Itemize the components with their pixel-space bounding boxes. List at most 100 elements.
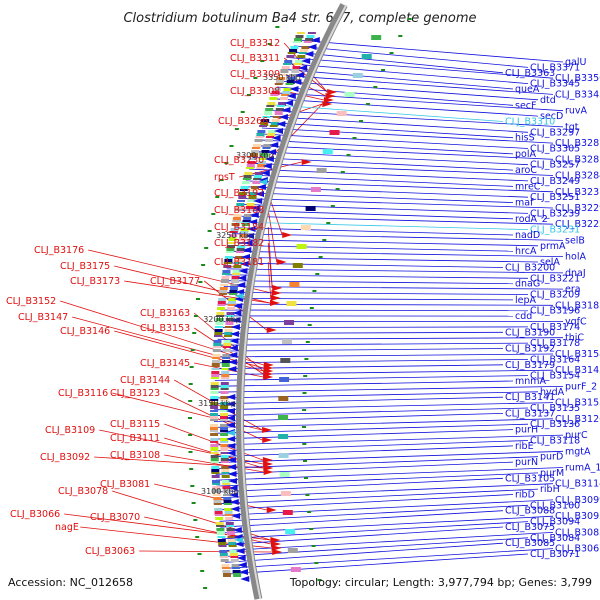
reverse-feature-arrow [307, 44, 317, 50]
left-feature-label: CLJ_B3092 [40, 452, 90, 463]
right-feature-label: CLJ_B3190 [505, 327, 555, 338]
left-feature-label: CLJ_B3108 [110, 450, 160, 461]
gene-band [220, 399, 229, 401]
gene-band [216, 531, 225, 535]
gene-band [291, 69, 300, 73]
gene-band [217, 301, 226, 305]
left-leader-line [114, 265, 271, 304]
gene-band [286, 80, 295, 84]
gene-band [212, 480, 220, 484]
tick-mark [304, 477, 308, 479]
gene-band [211, 469, 220, 473]
right-leader-line [265, 115, 529, 133]
gene-band [281, 94, 290, 96]
gene-band [213, 494, 221, 496]
gene-band [210, 419, 218, 421]
right-leader-line [279, 80, 539, 101]
map-title: Clostridium botulinum Ba4 str. 657, comp… [123, 11, 476, 26]
right-feature-label: CLJ_B3287 [555, 138, 600, 149]
gene-band [235, 256, 244, 259]
right-feature-label: CLJ_B3297 [530, 127, 580, 138]
gene-band [238, 237, 247, 241]
right-feature-label: CLJ_B3155 [555, 398, 600, 409]
gene-band [240, 231, 249, 233]
gene-band [243, 175, 252, 179]
right-feature-label: CLJ_B3071 [530, 549, 580, 560]
gene-band [238, 195, 247, 199]
gene-band [223, 494, 231, 496]
right-feature-label: CLJ_B3200 [505, 262, 555, 273]
tick-mark [381, 69, 386, 71]
tick-mark [330, 205, 335, 207]
gene-band [234, 259, 243, 263]
tick-mark [309, 307, 314, 309]
right-leader-line [223, 286, 564, 290]
right-leader-line [218, 326, 529, 329]
gene-band [215, 517, 224, 520]
gene-band [223, 340, 232, 343]
reverse-feature-arrow [228, 478, 238, 484]
backbone-highlight [241, 4, 348, 600]
gene-band [212, 486, 221, 489]
gene-band [274, 83, 283, 85]
right-leader-line [216, 472, 539, 487]
gene-band [222, 360, 230, 363]
reverse-strand-features [226, 37, 320, 582]
gene-band [211, 371, 220, 374]
gene-band [232, 220, 241, 222]
reverse-feature-arrow [231, 513, 241, 519]
gene-band [233, 265, 242, 268]
gene-band [224, 329, 233, 332]
right-feature-label: hisS [515, 133, 535, 144]
gene-band [226, 312, 235, 316]
tick-mark [398, 35, 403, 37]
gene-band [235, 206, 244, 210]
gene-band [227, 304, 236, 306]
right-feature-label: CLJ_B3105 [505, 473, 555, 484]
right-feature-label: queA [515, 84, 540, 95]
right-leader-line [256, 145, 554, 160]
reverse-feature-arrow [230, 506, 240, 512]
right-leader-line [217, 337, 564, 340]
gene-band [232, 570, 241, 573]
tick-mark [303, 460, 307, 462]
tick-mark [188, 434, 193, 436]
tick-mark [373, 86, 378, 88]
right-leader-line [263, 121, 514, 139]
forward-feature-arrow [263, 465, 274, 471]
reverse-feature-arrow [238, 268, 248, 274]
gene-band [275, 108, 284, 111]
gene-band [222, 273, 230, 275]
gene-band [218, 298, 227, 301]
tick-mark [307, 511, 312, 513]
gene-band-outer [361, 54, 372, 59]
gene-band [210, 444, 219, 447]
right-leader-line [218, 499, 554, 516]
gene-band [210, 427, 218, 431]
tick-mark [188, 451, 193, 453]
gene-band-outer [281, 491, 291, 496]
gene-band [210, 410, 219, 412]
gene-band [290, 46, 299, 49]
forward-feature-arrow [282, 232, 293, 238]
gene-band [239, 189, 248, 191]
tick-mark [193, 519, 198, 521]
gene-band-outer [278, 396, 289, 401]
gene-band [269, 125, 278, 127]
gene-band [305, 38, 314, 42]
right-leader-line [230, 245, 514, 252]
tick-mark [317, 579, 322, 581]
gene-band [212, 354, 221, 358]
gene-band [221, 276, 230, 279]
gene-band [278, 74, 287, 76]
right-leader-line [214, 396, 504, 405]
reverse-feature-arrow [286, 93, 296, 99]
left-leader-line [267, 209, 278, 263]
right-leader-line [224, 280, 514, 285]
gene-band-outer [287, 548, 298, 553]
left-feature-label: CLJ_B3309 [230, 69, 280, 80]
reverse-feature-arrow [249, 212, 259, 218]
gene-band-outer [282, 510, 293, 515]
right-feature-label: CLJ_B3114 [555, 479, 600, 490]
gene-band [222, 270, 231, 274]
